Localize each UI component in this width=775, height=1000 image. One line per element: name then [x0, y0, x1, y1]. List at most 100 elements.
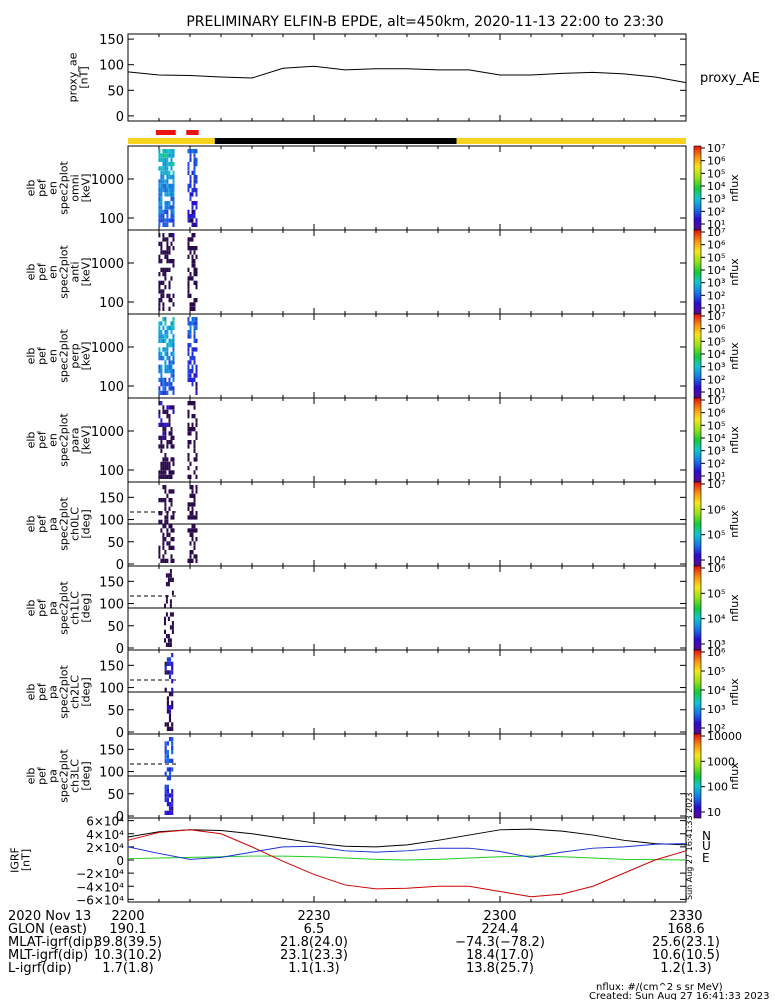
spectrogram-pixel: [187, 474, 190, 479]
spectrogram-pixel: [172, 377, 175, 382]
x-row-value: 1.1(1.3): [288, 961, 340, 976]
y-tick-label: 1000: [91, 257, 124, 272]
y-axis-label-line: pef: [36, 346, 49, 365]
spectrogram-pixel: [191, 427, 194, 432]
spectrogram-pixel: [166, 246, 169, 251]
spectrogram-pixel: [191, 246, 194, 251]
spectrogram-pixel: [170, 558, 173, 563]
spectrogram-pixel: [166, 222, 169, 227]
spectrogram-pixel: [168, 356, 171, 361]
spectrogram-pixel: [171, 590, 174, 595]
spectrogram-pixel: [187, 285, 190, 290]
spectrogram-pixel: [162, 347, 165, 352]
y-axis-label-line: ch1LC: [69, 591, 82, 625]
proxy-ae-ylabel: proxy_ae[nT]: [67, 52, 91, 102]
spectrogram-pixel: [162, 267, 165, 272]
spectrogram-pixel: [189, 343, 192, 348]
spectrogram-pixel: [158, 241, 161, 246]
colorbar-tick-label: 10⁷: [707, 394, 725, 407]
spectrogram-pixel: [166, 382, 169, 387]
spectrogram-pixel: [195, 157, 198, 162]
spectrogram-pixel: [172, 201, 175, 206]
y-tick-label: 4×10⁴: [86, 828, 124, 842]
spectrogram-pixel: [158, 183, 161, 188]
spectrogram-pixel: [160, 498, 163, 503]
y-tick-label: 1000: [91, 173, 124, 188]
spectrogram-pixel: [170, 382, 173, 387]
spectrogram-panel: [127, 313, 687, 399]
colorbar-tick-label: 10³: [707, 361, 725, 374]
y-axis-label-line: pef: [36, 598, 49, 617]
spectrogram-pixel: [160, 293, 163, 298]
spectrogram-pixel: [195, 554, 198, 559]
y-axis-label-line: [deg]: [80, 509, 93, 538]
spectrogram-pixel: [193, 334, 196, 339]
y-axis-label-line: ch0LC: [69, 507, 82, 541]
spectrogram-pixel: [187, 453, 190, 458]
colorbar-tick-label: 10⁴: [707, 348, 726, 361]
spectrogram-pixel: [172, 183, 175, 188]
spectrogram-pixel: [172, 515, 175, 520]
spectrogram-pixel: [195, 325, 198, 330]
spectrogram-pixel: [189, 515, 192, 520]
spectrogram-pixel: [172, 373, 175, 378]
spectrogram-pixel: [164, 603, 166, 608]
spectrogram-pixel: [171, 737, 174, 742]
spectrogram-pixel: [170, 188, 173, 193]
spectrogram-pixel: [168, 369, 171, 374]
science-zone-marker: [186, 130, 199, 135]
spectrogram-pixel: [195, 453, 198, 458]
spectrogram-pixel: [170, 183, 173, 188]
spectrogram-pixel: [189, 541, 192, 546]
x-row-value: −74.3(−78.2): [455, 935, 545, 950]
spectrogram-pixel: [158, 444, 161, 449]
spectrogram-pixel: [189, 330, 192, 335]
spectrogram-pixel: [166, 515, 169, 520]
spectrogram-pixel: [189, 321, 192, 326]
spectrogram-pixel: [164, 489, 167, 494]
spectrogram-pixel: [172, 470, 175, 475]
spectrogram-pixel: [171, 692, 174, 697]
spectrogram-pixel: [189, 183, 192, 188]
spectrogram-pixel: [187, 254, 190, 259]
spectrogram-pixel: [187, 321, 190, 326]
spectrogram-pixel: [158, 259, 161, 264]
spectrogram-pixel: [171, 797, 174, 802]
spectrogram-pixel: [171, 722, 174, 727]
spectrogram-pixel: [189, 502, 192, 507]
spectrogram-pixel: [193, 457, 196, 462]
spectrogram-pixel: [170, 321, 173, 326]
spectrogram-pixel: [191, 276, 194, 281]
spectrogram-pixel: [193, 414, 196, 419]
proxy-ae-line: [127, 65, 687, 84]
y-axis-label-line: [deg]: [80, 593, 93, 622]
y-axis-label-line: elb: [25, 684, 38, 701]
x-row-value: 10.3(10.2): [94, 948, 162, 963]
spectrogram-pixel: [191, 170, 194, 175]
spectrogram-pixel: [164, 519, 167, 524]
spectrogram-pixel: [160, 157, 163, 162]
spectrogram-pixel: [164, 188, 167, 193]
y-tick-label: 150: [99, 491, 124, 506]
spectrogram-pixel: [164, 629, 166, 634]
spectrogram-pixel: [158, 209, 161, 214]
spectrogram-pixel: [162, 356, 165, 361]
spectrogram-pixel: [158, 321, 161, 326]
spectrogram-pixel: [195, 431, 198, 436]
spectrogram-pixel: [166, 162, 169, 167]
y-tick-label: 100: [99, 766, 124, 781]
spectrogram-pixel: [166, 444, 169, 449]
spectrogram-pixel: [158, 554, 161, 559]
spectrogram-pixel: [193, 250, 196, 255]
spectrogram-pixel: [160, 528, 163, 533]
spectrogram-pixel: [168, 192, 171, 197]
spectrogram-pixel: [168, 541, 171, 546]
spectrogram-pixel: [166, 241, 169, 246]
spectrogram-pixel: [171, 687, 174, 692]
spectrogram-pixel: [170, 209, 173, 214]
x-row-label: GLON (east): [8, 922, 87, 937]
spectrogram-pixel: [191, 259, 194, 264]
spectrogram-pixel: [189, 237, 192, 242]
spectrogram-pixel: [167, 616, 170, 621]
